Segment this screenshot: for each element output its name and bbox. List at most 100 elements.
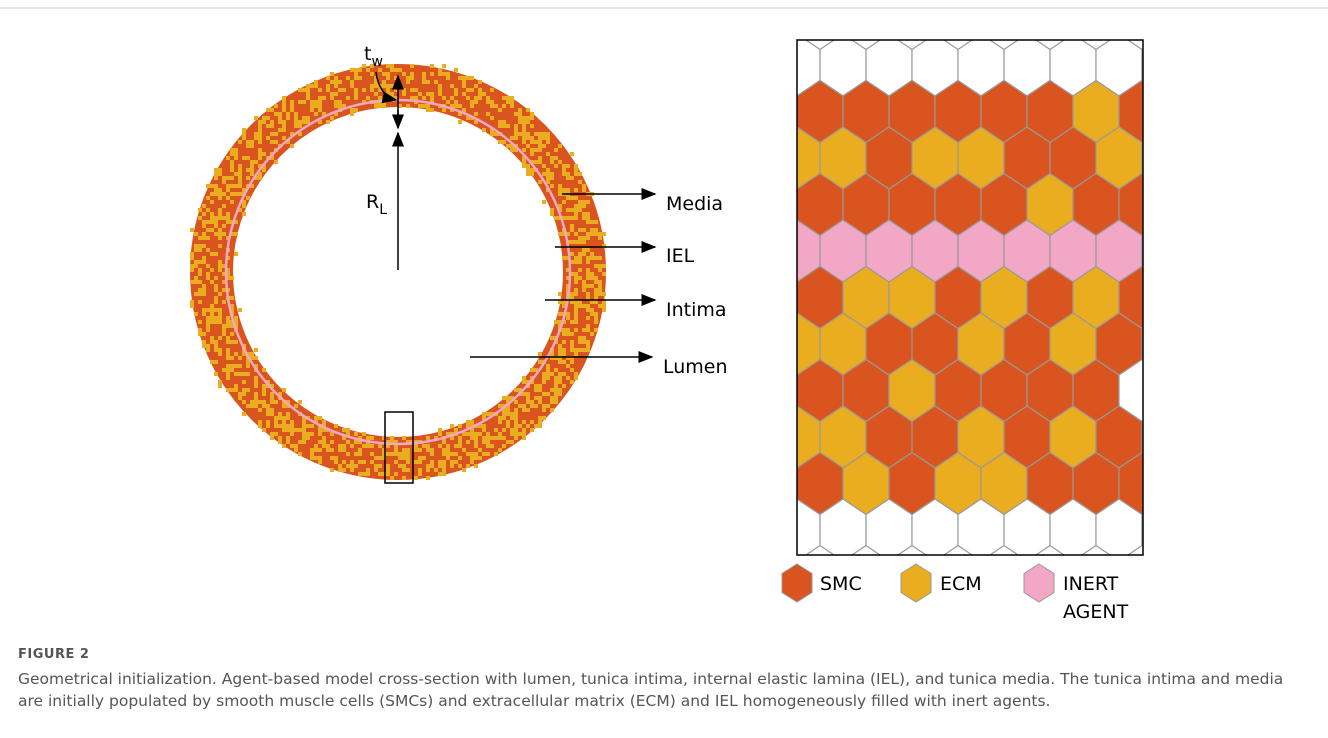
ecm-speck — [270, 436, 274, 440]
ecm-speck — [502, 120, 506, 124]
ecm-speck — [242, 128, 246, 132]
ecm-speck — [346, 452, 350, 456]
ecm-speck — [354, 452, 358, 456]
ecm-speck — [454, 452, 458, 456]
ecm-speck — [574, 188, 578, 192]
ecm-speck — [214, 232, 218, 236]
ecm-speck — [590, 332, 594, 336]
ecm-speck — [426, 476, 430, 480]
ecm-speck — [578, 200, 582, 204]
ecm-speck — [566, 332, 570, 336]
ecm-speck — [434, 436, 438, 440]
ecm-speck — [402, 464, 406, 468]
ecm-speck — [506, 408, 510, 412]
ecm-speck — [554, 320, 558, 324]
ecm-speck — [254, 176, 258, 180]
ecm-speck — [394, 88, 398, 92]
ecm-speck — [450, 96, 454, 100]
ecm-speck — [402, 456, 406, 460]
ecm-speck — [574, 316, 578, 320]
ecm-speck — [214, 348, 218, 352]
ecm-speck — [242, 372, 246, 376]
ecm-speck — [426, 92, 430, 96]
ecm-speck — [518, 120, 522, 124]
ecm-speck — [234, 148, 238, 152]
ecm-speck — [550, 388, 554, 392]
ecm-speck — [558, 348, 562, 352]
ecm-speck — [230, 200, 234, 204]
ecm-speck — [318, 96, 322, 100]
ecm-speck — [314, 444, 318, 448]
ecm-speck — [458, 424, 462, 428]
ecm-speck — [498, 416, 502, 420]
ecm-speck — [574, 300, 578, 304]
ecm-speck — [414, 88, 418, 92]
ecm-speck — [194, 264, 198, 268]
ecm-speck — [258, 420, 262, 424]
ecm-speck — [294, 116, 298, 120]
ecm-speck — [346, 464, 350, 468]
ecm-speck — [218, 384, 222, 388]
ecm-speck — [422, 104, 426, 108]
ecm-speck — [578, 228, 582, 232]
ecm-speck — [458, 456, 462, 460]
ecm-speck — [250, 404, 254, 408]
ecm-speck — [282, 100, 286, 104]
ecm-speck — [586, 268, 590, 272]
ecm-speck — [394, 472, 398, 476]
ecm-speck — [274, 400, 278, 404]
ecm-speck — [254, 160, 258, 164]
ecm-speck — [602, 300, 606, 304]
ecm-speck — [306, 88, 310, 92]
ecm-speck — [318, 108, 322, 112]
ecm-speck — [498, 436, 502, 440]
ecm-speck — [582, 236, 586, 240]
ecm-speck — [506, 420, 510, 424]
ecm-speck — [510, 412, 514, 416]
ecm-speck — [558, 380, 562, 384]
ecm-speck — [590, 232, 594, 236]
ecm-speck — [258, 132, 262, 136]
ecm-speck — [350, 464, 354, 468]
ecm-speck — [514, 436, 518, 440]
ecm-speck — [562, 328, 566, 332]
ecm-speck — [474, 432, 478, 436]
ecm-speck — [230, 332, 234, 336]
ecm-speck — [358, 436, 362, 440]
ecm-speck — [310, 432, 314, 436]
ecm-speck — [554, 384, 558, 388]
ecm-speck — [442, 440, 446, 444]
ecm-speck — [386, 84, 390, 88]
ecm-speck — [486, 100, 490, 104]
ecm-speck — [570, 292, 574, 296]
ecm-speck — [298, 120, 302, 124]
ecm-speck — [258, 152, 262, 156]
ecm-speck — [318, 432, 322, 436]
ecm-speck — [470, 428, 474, 432]
ecm-speck — [350, 80, 354, 84]
ecm-speck — [234, 220, 238, 224]
ecm-speck — [202, 292, 206, 296]
ecm-speck — [378, 472, 382, 476]
ecm-speck — [206, 344, 210, 348]
ecm-speck — [482, 128, 486, 132]
ecm-speck — [378, 464, 382, 468]
ecm-speck — [198, 288, 202, 292]
ecm-speck — [242, 212, 246, 216]
ecm-speck — [550, 212, 554, 216]
ecm-speck — [578, 268, 582, 272]
ecm-speck — [378, 104, 382, 108]
ecm-speck — [226, 272, 230, 276]
ecm-speck — [358, 472, 362, 476]
ecm-speck — [266, 380, 270, 384]
ecm-speck — [482, 440, 486, 444]
ecm-speck — [526, 168, 530, 172]
ecm-speck — [566, 172, 570, 176]
ecm-speck — [390, 452, 394, 456]
ecm-speck — [574, 352, 578, 356]
ecm-speck — [586, 260, 590, 264]
ecm-speck — [510, 432, 514, 436]
ecm-speck — [562, 164, 566, 168]
ecm-speck — [206, 320, 210, 324]
